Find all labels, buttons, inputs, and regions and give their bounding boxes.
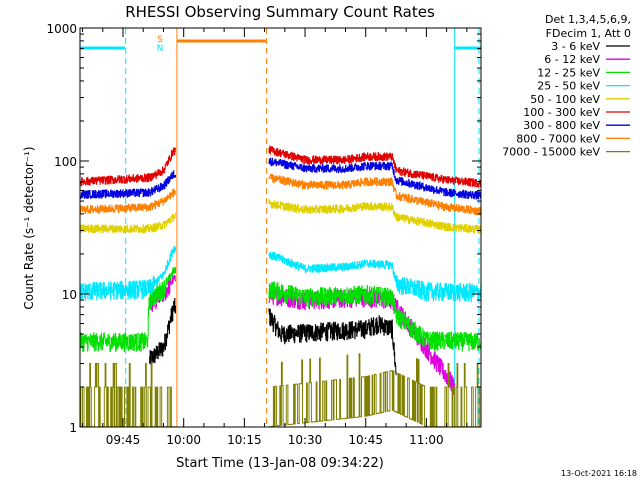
y-tick-label: 100 <box>54 155 77 169</box>
series-line-4 <box>79 199 482 234</box>
x-tick-label: 10:45 <box>348 433 383 447</box>
saa-flag-label: S <box>157 35 163 45</box>
legend-entry-label: 12 - 25 keV <box>537 66 600 79</box>
legend-entry-label: 7000 - 15000 keV <box>502 146 600 159</box>
series-line-7 <box>79 173 482 216</box>
plot-frame <box>79 27 482 428</box>
x-tick-label: 10:00 <box>166 433 201 447</box>
y-tick-label: 10 <box>62 288 77 302</box>
x-tick-label: 09:45 <box>106 433 141 447</box>
y-axis-label: Count Rate (s⁻¹ detector⁻¹) <box>22 146 36 309</box>
x-tick-label: 10:30 <box>288 433 323 447</box>
legend-header-decimation: FDecim 1, Att 0 <box>546 27 631 40</box>
series-line-0 <box>149 298 397 376</box>
series-line-6 <box>80 157 482 200</box>
legend-header-detectors: Det 1,3,4,5,6,9, <box>545 13 631 26</box>
series-line-2 <box>79 266 482 352</box>
legend-entry-label: 3 - 6 keV <box>551 40 600 53</box>
legend-entry-label: 6 - 12 keV <box>544 53 600 66</box>
y-tick-label: 1000 <box>46 22 77 36</box>
legend-entry-label: 800 - 7000 keV <box>516 132 600 145</box>
series-line-3 <box>79 246 482 303</box>
legend-entry-label: 100 - 300 keV <box>523 106 600 119</box>
x-tick-label: 10:15 <box>227 433 262 447</box>
chart-title: RHESSI Observing Summary Count Rates <box>125 3 435 21</box>
x-axis-label: Start Time (13-Jan-08 09:34:22) <box>176 456 384 471</box>
night-flag-label: N <box>157 44 164 54</box>
x-tick-label: 11:00 <box>409 433 444 447</box>
y-tick-label: 1 <box>69 421 77 435</box>
legend-entry-label: 300 - 800 keV <box>523 119 600 132</box>
series-line-5 <box>79 145 482 188</box>
legend-entry-label: 50 - 100 keV <box>530 93 600 106</box>
legend-entry-label: 25 - 50 keV <box>537 80 600 93</box>
timestamp: 13-Oct-2021 16:18 <box>561 469 637 478</box>
